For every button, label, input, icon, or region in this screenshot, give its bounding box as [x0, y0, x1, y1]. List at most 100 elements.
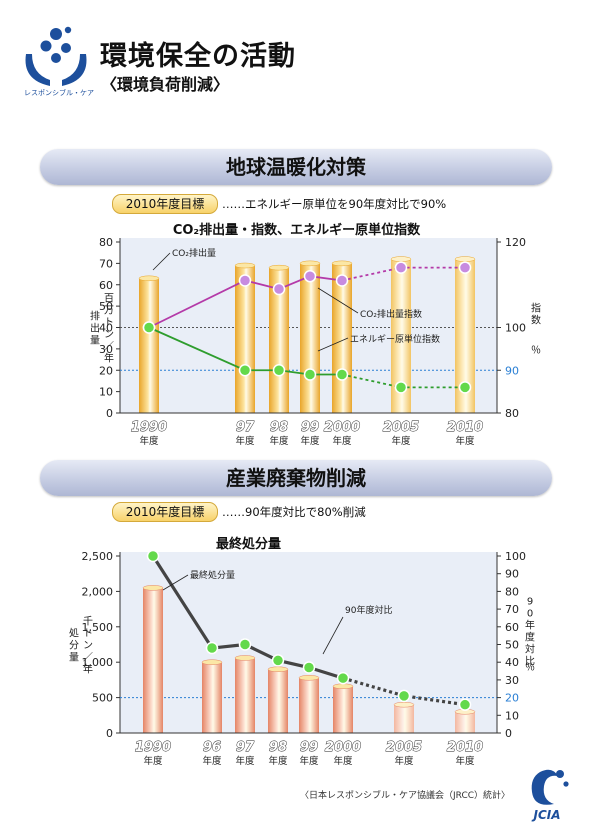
page-title: 環境保全の活動 [100, 41, 296, 72]
data-point [394, 381, 408, 394]
y-right-tick-label: 40 [505, 656, 519, 669]
x-tick-suffix: 年度 [202, 755, 222, 767]
bar [455, 259, 475, 413]
y-right-tick-label: 100 [505, 322, 526, 335]
chart-title: CO₂排出量・指数、エネルギー原単位指数 [173, 222, 421, 238]
data-point [238, 638, 252, 651]
x-tick-label: 2005 [383, 420, 419, 435]
bar-top [138, 275, 160, 282]
bar-top [298, 675, 320, 681]
y-left-tick-label: 1,000 [82, 656, 114, 669]
x-tick-label: 97 [236, 740, 255, 755]
x-tick-label: 98 [269, 740, 287, 755]
bar-top [393, 701, 415, 708]
x-tick-suffix: 年度 [299, 755, 319, 767]
x-tick-label: 2010 [447, 740, 483, 755]
annotation-leader [317, 287, 359, 314]
bar-top [268, 264, 290, 271]
annotation-leader [317, 337, 349, 352]
y-left-tick-label: 2,500 [82, 550, 114, 563]
bar [143, 587, 163, 733]
responsible-care-logo [25, 26, 87, 86]
page-subtitle: 〈環境負荷削減〉 [101, 75, 230, 94]
bar [455, 711, 475, 733]
y-left-tick-label: 20 [99, 364, 113, 377]
logo-caption: レスポンシブル・ケア [24, 89, 94, 97]
y-left-tick-label: 50 [99, 300, 113, 313]
x-tick-suffix: 年度 [394, 755, 414, 767]
target-text: ……エネルギー原単位を90年度対比で90% [222, 197, 447, 211]
annotation-label: CO₂排出量 [172, 247, 216, 259]
x-tick-label: 1990 [135, 740, 171, 755]
y-right-tick-label: 80 [505, 585, 519, 598]
y-right-axis-title: 9 0 年度対比 [525, 597, 535, 668]
target-badge: 2010年度目標 [112, 502, 218, 522]
bar [235, 265, 255, 413]
y-right-tick-label: 20 [505, 692, 519, 705]
annotation-leader [152, 252, 171, 271]
bar [269, 267, 289, 413]
y-right-tick-label: 100 [505, 550, 526, 563]
y-left-axis-title: 排出量 [90, 310, 100, 347]
y-left-axis-unit: 千トン／年 [83, 616, 93, 676]
annotation-label: 最終処分量 [190, 569, 235, 581]
annotation-label: エネルギー原単位指数 [350, 333, 440, 345]
data-point [458, 381, 472, 394]
x-tick-suffix: 年度 [143, 755, 163, 767]
y-left-axis-unit: 百万トン／年 [104, 293, 114, 365]
bar-top [331, 260, 353, 267]
y-right-axis-unit: ％ [531, 346, 541, 357]
data-point [271, 654, 285, 667]
section-banner-global-warming: 地球温暖化対策 [40, 149, 552, 185]
bar-top [142, 585, 164, 591]
y-right-tick-label: 70 [505, 603, 519, 616]
bar [268, 669, 288, 733]
x-tick-suffix: 年度 [268, 755, 288, 767]
y-left-tick-label: 10 [99, 386, 113, 399]
bar [391, 259, 411, 413]
bar-top [234, 655, 256, 661]
bar-top [332, 683, 354, 690]
bar [139, 278, 159, 413]
bar [394, 704, 414, 733]
bar [299, 677, 319, 733]
data-point [394, 261, 408, 274]
y-right-axis-title: 指数 [531, 302, 541, 327]
y-left-tick-label: 1,500 [82, 621, 114, 634]
section-banner-industrial-waste: 産業廃棄物削減 [40, 460, 552, 496]
data-point [458, 698, 472, 711]
data-point [272, 364, 286, 377]
x-tick-suffix: 年度 [269, 435, 289, 447]
source-credit: 〈日本レスポンシブル・ケア協議会（JRCC）統計〉 [300, 791, 511, 801]
jcia-logo-text: JCIA [531, 808, 560, 822]
x-tick-label: 96 [203, 740, 221, 755]
bar [235, 657, 255, 733]
x-tick-label: 99 [301, 420, 319, 435]
x-tick-label: 97 [236, 420, 255, 435]
y-right-tick-label: 10 [505, 709, 519, 722]
x-tick-suffix: 年度 [139, 435, 159, 447]
x-tick-suffix: 年度 [300, 435, 320, 447]
y-right-tick-label: 90 [505, 364, 519, 377]
x-tick-suffix: 年度 [455, 435, 475, 447]
y-right-tick-label: 60 [505, 621, 519, 634]
series-line-projected [342, 676, 466, 707]
y-left-tick-label: 30 [99, 343, 113, 356]
x-tick-label: 2000 [325, 740, 361, 755]
x-tick-suffix: 年度 [235, 755, 255, 767]
x-tick-label: 2000 [324, 420, 360, 435]
bar-top [267, 666, 289, 673]
x-tick-label: 1990 [131, 420, 167, 435]
annotation-leader [322, 616, 344, 655]
y-left-tick-label: 0 [106, 407, 113, 420]
data-point [238, 274, 252, 287]
x-tick-suffix: 年度 [391, 435, 411, 447]
jcia-logo: JCIA [531, 769, 569, 822]
data-point [336, 671, 350, 685]
y-right-tick-label: 120 [505, 236, 526, 249]
x-tick-label: 2005 [386, 740, 422, 755]
x-tick-label: 2010 [447, 420, 483, 435]
data-point [458, 261, 472, 274]
data-point [238, 364, 252, 377]
y-right-tick-label: 50 [505, 639, 519, 652]
